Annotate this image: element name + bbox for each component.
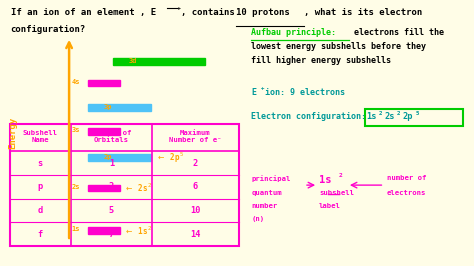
- Text: $\leftarrow$ 2p$^5$: $\leftarrow$ 2p$^5$: [155, 151, 183, 165]
- Text: s: s: [37, 159, 43, 168]
- Text: 4s: 4s: [72, 79, 80, 85]
- Text: electrons: electrons: [387, 190, 426, 196]
- Text: Electron configuration:: Electron configuration:: [251, 112, 366, 121]
- Text: 3s: 3s: [72, 127, 80, 133]
- Text: , what is its electron: , what is its electron: [304, 8, 422, 17]
- Text: fill higher energy subshells: fill higher energy subshells: [251, 56, 391, 65]
- Text: principal: principal: [251, 175, 291, 182]
- Text: , contains: , contains: [181, 8, 240, 17]
- Text: f: f: [37, 230, 43, 239]
- Bar: [88, 227, 119, 234]
- Text: $\leftarrow$ 2s$^2$: $\leftarrow$ 2s$^2$: [124, 182, 152, 194]
- Bar: [88, 104, 151, 111]
- Text: +: +: [261, 86, 264, 92]
- Text: 5: 5: [109, 206, 114, 215]
- Text: 2: 2: [193, 159, 198, 168]
- Text: 2p: 2p: [103, 154, 112, 160]
- Bar: [88, 154, 151, 161]
- Text: label: label: [319, 203, 341, 209]
- Text: 1s: 1s: [366, 113, 377, 122]
- Text: Energy: Energy: [9, 117, 18, 149]
- Text: 2p: 2p: [402, 113, 412, 122]
- Bar: [88, 80, 119, 86]
- Text: 1s: 1s: [72, 226, 80, 232]
- Text: 2: 2: [379, 111, 382, 116]
- Text: ion: 9 electrons: ion: 9 electrons: [265, 88, 345, 97]
- Text: 3: 3: [109, 182, 114, 192]
- Bar: [10, 124, 238, 246]
- Text: 3p: 3p: [103, 104, 112, 110]
- Text: 7: 7: [109, 230, 114, 239]
- Bar: [88, 185, 119, 192]
- Text: number: number: [251, 203, 277, 209]
- Text: 2: 2: [397, 111, 400, 116]
- Text: Subshell
Name: Subshell Name: [23, 130, 58, 143]
- Text: quantum: quantum: [251, 190, 282, 196]
- Bar: [365, 109, 463, 126]
- Bar: [113, 58, 205, 65]
- Text: 10: 10: [190, 206, 201, 215]
- Text: 2s: 2s: [72, 184, 80, 190]
- Text: $\leftarrow$ 1s$^2$: $\leftarrow$ 1s$^2$: [124, 224, 152, 236]
- Text: electrons fill the: electrons fill the: [349, 28, 444, 37]
- Text: If an ion of an element , E: If an ion of an element , E: [11, 8, 156, 17]
- Text: (n): (n): [251, 216, 264, 222]
- Text: 1: 1: [109, 159, 114, 168]
- Text: lowest energy subshells before they: lowest energy subshells before they: [251, 42, 426, 51]
- Text: 5: 5: [416, 111, 419, 116]
- Text: 6: 6: [193, 182, 198, 192]
- Text: subshell: subshell: [319, 190, 354, 196]
- Text: d: d: [37, 206, 43, 215]
- Text: 2: 2: [339, 173, 343, 178]
- Bar: [88, 128, 119, 135]
- Text: Maximum
Number of e⁻: Maximum Number of e⁻: [169, 130, 222, 143]
- Text: 2s: 2s: [384, 113, 395, 122]
- Text: E: E: [251, 88, 256, 97]
- Text: Number of
Orbitals: Number of Orbitals: [91, 130, 131, 143]
- Text: Aufbau principle:: Aufbau principle:: [251, 28, 336, 37]
- Text: 14: 14: [190, 230, 201, 239]
- Text: p: p: [37, 182, 43, 192]
- Text: +: +: [177, 6, 181, 11]
- Text: 3d: 3d: [129, 58, 137, 64]
- Text: number of: number of: [387, 175, 426, 181]
- Text: 10 protons: 10 protons: [237, 8, 290, 17]
- Text: 1s: 1s: [319, 175, 331, 185]
- Text: configuration?: configuration?: [11, 24, 86, 34]
